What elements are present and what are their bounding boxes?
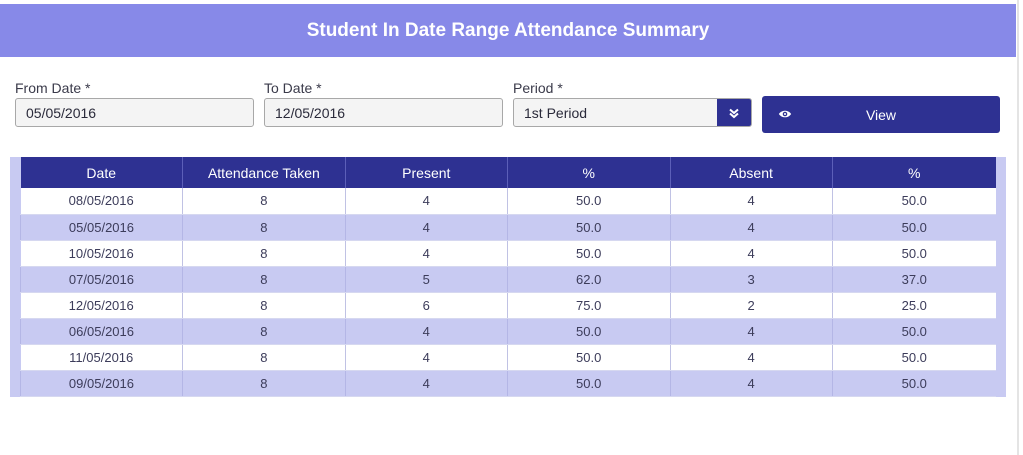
cell-absent-percent: 50.0 [831, 344, 996, 371]
cell-present-percent: 62.0 [506, 266, 671, 293]
cell-absent-percent: 50.0 [831, 318, 996, 345]
table-row: 05/05/2016 8 4 50.0 4 50.0 [20, 214, 996, 241]
cell-attendance-taken: 8 [181, 344, 346, 371]
cell-present: 5 [344, 266, 508, 293]
cell-absent: 3 [669, 266, 833, 293]
page-title: Student In Date Range Attendance Summary [0, 4, 1016, 57]
cell-present-percent: 50.0 [506, 188, 671, 215]
cell-attendance-taken: 8 [181, 266, 346, 293]
period-label: Period * [513, 80, 563, 96]
table-row: 06/05/2016 8 4 50.0 4 50.0 [20, 318, 996, 345]
cell-attendance-taken: 8 [181, 214, 346, 241]
cell-date: 09/05/2016 [20, 370, 183, 397]
table-row: 11/05/2016 8 4 50.0 4 50.0 [20, 344, 996, 371]
period-select[interactable]: 1st Period [513, 98, 752, 127]
cell-present: 4 [344, 240, 508, 267]
table-row: 10/05/2016 8 4 50.0 4 50.0 [20, 240, 996, 267]
cell-absent-percent: 50.0 [831, 214, 996, 241]
window-edge [1017, 0, 1019, 455]
cell-present: 6 [344, 292, 508, 319]
cell-present-percent: 50.0 [506, 370, 671, 397]
cell-present-percent: 50.0 [506, 214, 671, 241]
cell-absent: 4 [669, 344, 833, 371]
cell-absent-percent: 37.0 [831, 266, 996, 293]
table-row: 08/05/2016 8 4 50.0 4 50.0 [20, 188, 996, 215]
cell-absent-percent: 25.0 [831, 292, 996, 319]
column-header-date: Date [20, 157, 183, 188]
cell-attendance-taken: 8 [181, 318, 346, 345]
chevron-down-icon [729, 108, 739, 118]
cell-date: 11/05/2016 [20, 344, 183, 371]
cell-attendance-taken: 8 [181, 188, 346, 215]
cell-absent: 4 [669, 188, 833, 215]
cell-absent: 4 [669, 240, 833, 267]
cell-present: 4 [344, 318, 508, 345]
cell-absent-percent: 50.0 [831, 370, 996, 397]
cell-present-percent: 75.0 [506, 292, 671, 319]
to-date-label: To Date * [264, 80, 322, 96]
view-button-label: View [865, 106, 897, 123]
cell-absent: 4 [669, 318, 833, 345]
cell-date: 06/05/2016 [20, 318, 183, 345]
from-date-label: From Date * [15, 80, 91, 96]
column-header-attendance-taken: Attendance Taken [181, 157, 346, 188]
cell-absent-percent: 50.0 [831, 188, 996, 215]
from-date-field[interactable]: 05/05/2016 [15, 98, 254, 127]
column-header-present: Present [344, 157, 508, 188]
cell-attendance-taken: 8 [181, 292, 346, 319]
table-body: 08/05/2016 8 4 50.0 4 50.0 05/05/2016 8 4 50.0 4 50… [20, 188, 996, 397]
cell-present-percent: 50.0 [506, 240, 671, 267]
table-row: 12/05/2016 8 6 75.0 2 25.0 [20, 292, 996, 319]
cell-attendance-taken: 8 [181, 370, 346, 397]
cell-absent-percent: 50.0 [831, 240, 996, 267]
cell-date: 07/05/2016 [20, 266, 183, 293]
cell-date: 05/05/2016 [20, 214, 183, 241]
period-select-value: 1st Period [524, 104, 588, 121]
column-header-absent: Absent [669, 157, 833, 188]
column-header-present-percent: % [506, 157, 671, 188]
table-row: 09/05/2016 8 4 50.0 4 50.0 [20, 370, 996, 397]
to-date-field[interactable]: 12/05/2016 [264, 98, 503, 127]
cell-absent: 2 [669, 292, 833, 319]
cell-date: 10/05/2016 [20, 240, 183, 267]
cell-absent: 4 [669, 214, 833, 241]
cell-present-percent: 50.0 [506, 318, 671, 345]
cell-date: 08/05/2016 [20, 188, 183, 215]
cell-date: 12/05/2016 [20, 292, 183, 319]
cell-absent: 4 [669, 370, 833, 397]
cell-present: 4 [344, 344, 508, 371]
column-header-absent-percent: % [831, 157, 996, 188]
attendance-table: Date Attendance Taken Present % Absent %… [20, 157, 996, 397]
cell-present: 4 [344, 370, 508, 397]
cell-present: 4 [344, 188, 508, 215]
cell-attendance-taken: 8 [181, 240, 346, 267]
period-dropdown-button[interactable] [717, 99, 751, 126]
table-row: 07/05/2016 8 5 62.0 3 37.0 [20, 266, 996, 293]
eye-icon [778, 110, 792, 118]
table-header-row: Date Attendance Taken Present % Absent % [20, 157, 996, 188]
attendance-table-panel: Date Attendance Taken Present % Absent %… [10, 157, 1006, 397]
cell-present-percent: 50.0 [506, 344, 671, 371]
cell-present: 4 [344, 214, 508, 241]
view-button[interactable]: View [762, 96, 1000, 133]
